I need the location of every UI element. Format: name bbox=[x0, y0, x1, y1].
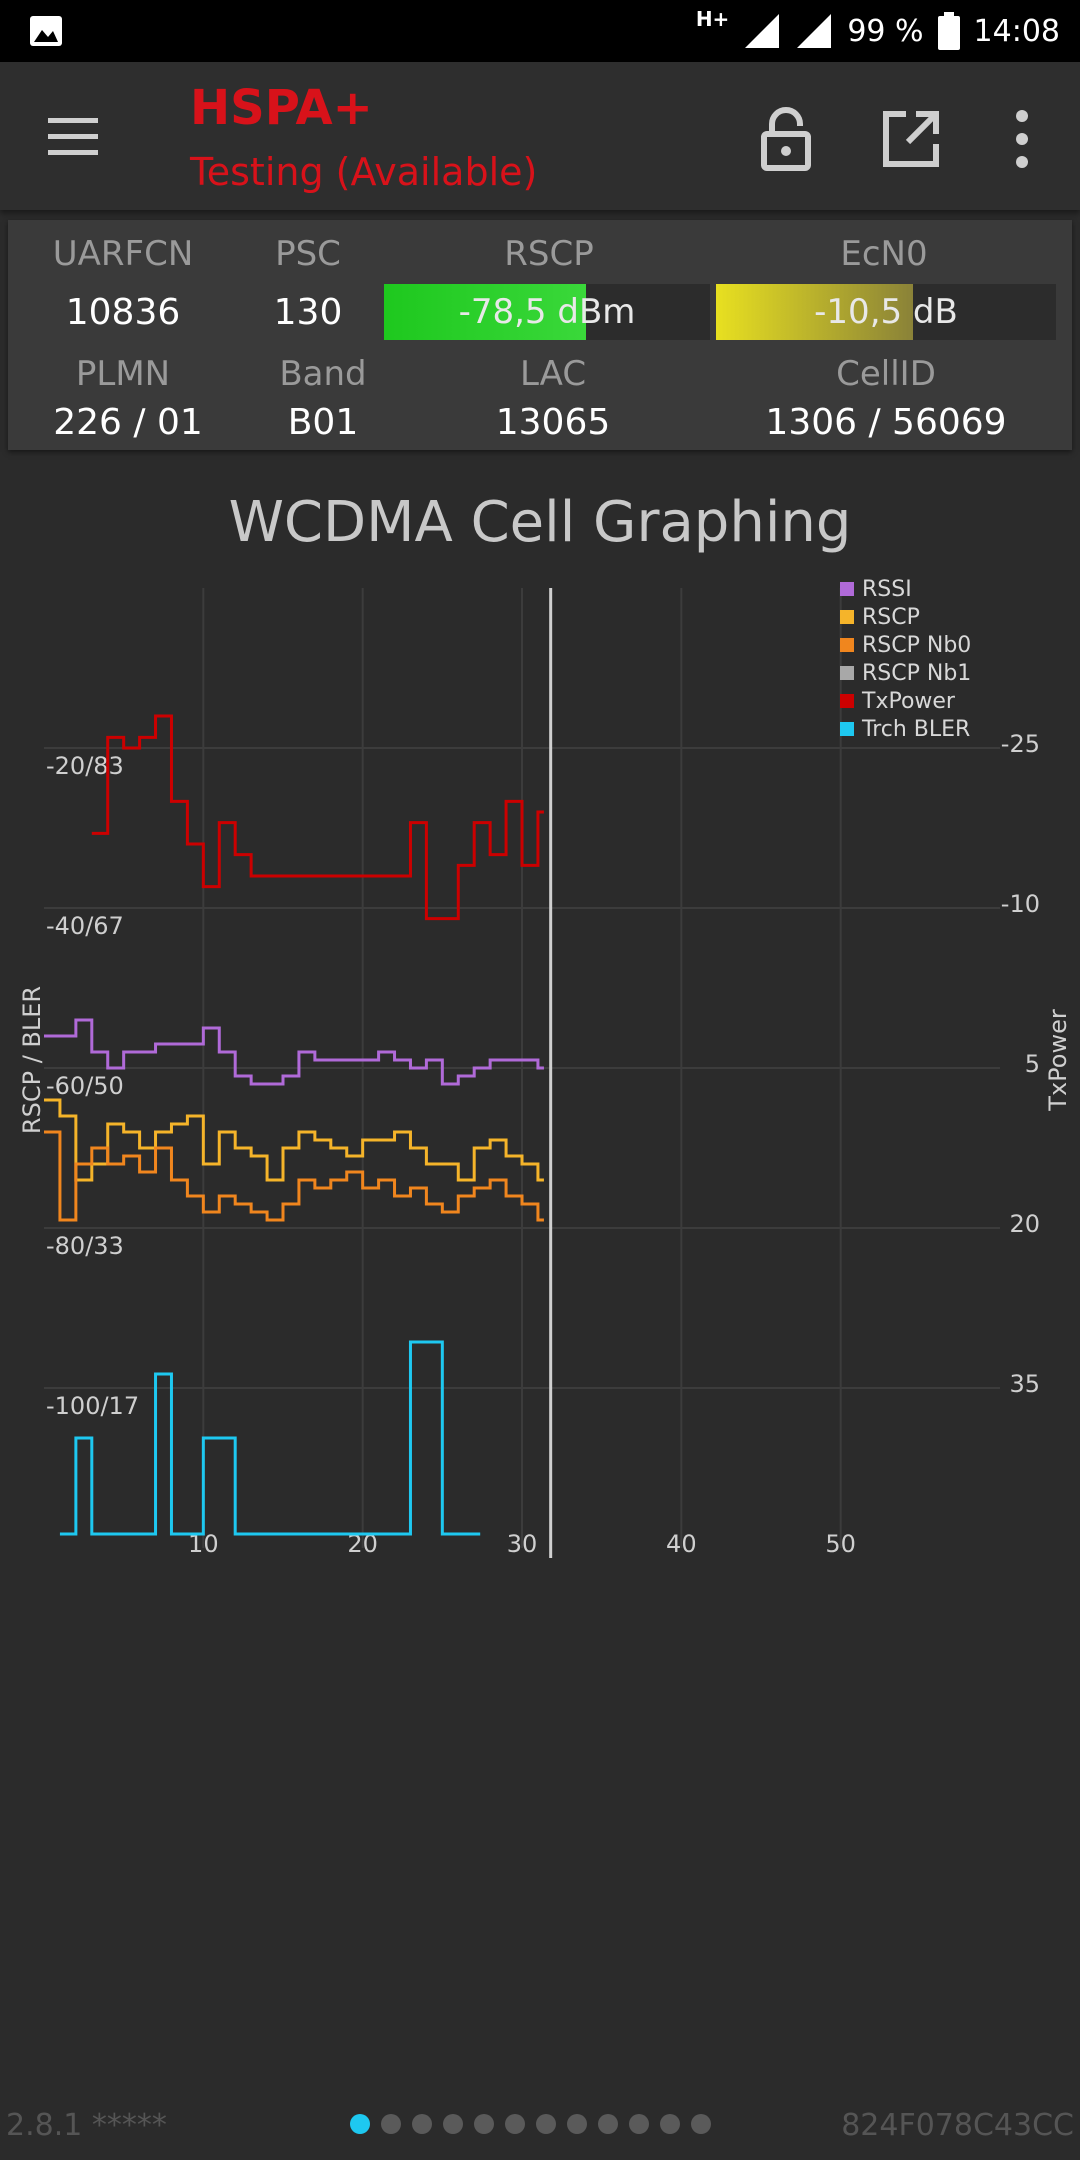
signal-strength-icon-2 bbox=[797, 14, 832, 48]
page-indicator bbox=[350, 2114, 711, 2138]
legend-swatch bbox=[840, 666, 854, 680]
image-notification-icon bbox=[30, 16, 62, 46]
legend-label: RSCP Nb0 bbox=[862, 633, 971, 658]
x-tick-label: 50 bbox=[825, 1530, 856, 1558]
page-dot[interactable] bbox=[567, 2114, 587, 2134]
series-line bbox=[44, 1018, 544, 1086]
y2-axis-label: TxPower bbox=[1044, 1009, 1072, 1112]
x-tick-label: 40 bbox=[666, 1530, 697, 1558]
legend-label: Trch BLER bbox=[861, 717, 970, 742]
y-axis-label: RSCP / BLER bbox=[18, 986, 46, 1134]
ecn0-value: -10,5 dB bbox=[814, 292, 958, 332]
band-label: Band bbox=[279, 354, 367, 394]
y-tick-label: -60/50 bbox=[46, 1072, 124, 1100]
plmn-value: 226 / 01 bbox=[53, 402, 203, 443]
network-type-label: H+ bbox=[695, 7, 730, 31]
lac-value: 13065 bbox=[495, 402, 611, 443]
page-dot[interactable] bbox=[691, 2114, 711, 2134]
page-dot[interactable] bbox=[350, 2114, 370, 2134]
legend-swatch bbox=[840, 638, 854, 652]
band-value: B01 bbox=[287, 402, 359, 443]
cellid-label: CellID bbox=[836, 354, 936, 394]
lock-open-icon[interactable] bbox=[756, 106, 816, 172]
uarfcn-value: 10836 bbox=[65, 292, 181, 333]
psc-label: PSC bbox=[275, 234, 341, 274]
y2-tick-label: -25 bbox=[1001, 730, 1040, 758]
signal-strength-icon bbox=[745, 14, 780, 48]
y2-tick-label: 20 bbox=[1009, 1210, 1040, 1238]
y-tick-label: -100/17 bbox=[46, 1392, 139, 1420]
ecn0-bar: -10,5 dB bbox=[716, 284, 1056, 340]
menu-icon[interactable] bbox=[38, 112, 108, 162]
series-line bbox=[44, 1130, 544, 1222]
clock: 14:08 bbox=[973, 13, 1060, 49]
page-dot[interactable] bbox=[536, 2114, 556, 2134]
series-line bbox=[91, 714, 544, 921]
status-bar: H+ 99 % 14:08 bbox=[0, 0, 1080, 62]
legend-label: RSSI bbox=[862, 577, 912, 602]
y2-tick-label: 35 bbox=[1009, 1370, 1040, 1398]
page-dot[interactable] bbox=[598, 2114, 618, 2134]
cellid-value: 1306 / 56069 bbox=[765, 402, 1007, 443]
rscp-value: -78,5 dBm bbox=[458, 292, 636, 332]
legend-label: RSCP bbox=[862, 605, 920, 630]
series-line bbox=[44, 1098, 544, 1182]
chart-title: WCDMA Cell Graphing bbox=[228, 490, 852, 555]
y2-tick-label: 5 bbox=[1025, 1050, 1040, 1078]
legend-swatch bbox=[840, 694, 854, 708]
rscp-bar-fill bbox=[384, 284, 587, 340]
page-dot[interactable] bbox=[660, 2114, 680, 2134]
rscp-bar: -78,5 dBm bbox=[384, 284, 710, 340]
series-line bbox=[59, 1340, 481, 1536]
open-in-new-icon[interactable] bbox=[880, 108, 942, 170]
more-vert-icon[interactable] bbox=[1006, 106, 1038, 172]
ecn0-bar-fill bbox=[716, 284, 914, 340]
network-technology-title: HSPA+ bbox=[190, 80, 373, 136]
battery-percent: 99 % bbox=[847, 13, 924, 49]
app-bar: HSPA+ Testing (Available) bbox=[0, 62, 1080, 210]
wcdma-cell-chart: 10 20 30 40 50-20/83-40/67-60/50-80/33-100/1… bbox=[18, 577, 1072, 1558]
y2-tick-label: -10 bbox=[1001, 890, 1040, 918]
y-tick-label: -80/33 bbox=[46, 1232, 124, 1260]
legend-label: RSCP Nb1 bbox=[862, 661, 971, 686]
app-version: 2.8.1 ***** bbox=[6, 2108, 167, 2143]
cell-info-panel: UARFCN 10836 PSC 130 RSCP -78,5 dBm EcN0… bbox=[8, 220, 1072, 450]
legend-label: TxPower bbox=[861, 689, 956, 714]
page-dot[interactable] bbox=[381, 2114, 401, 2134]
lac-label: LAC bbox=[519, 354, 587, 394]
battery-icon bbox=[937, 12, 960, 50]
ecn0-label: EcN0 bbox=[840, 234, 928, 274]
y-tick-label: -20/83 bbox=[46, 752, 124, 780]
legend-swatch bbox=[840, 582, 854, 596]
y-tick-label: -40/67 bbox=[46, 912, 124, 940]
device-id: 824F078C43CC bbox=[841, 2108, 1074, 2143]
network-status-subtitle: Testing (Available) bbox=[190, 150, 538, 194]
rscp-label: RSCP bbox=[504, 234, 594, 274]
page-dot[interactable] bbox=[505, 2114, 525, 2134]
plmn-label: PLMN bbox=[75, 354, 171, 394]
uarfcn-label: UARFCN bbox=[52, 234, 194, 274]
legend-swatch bbox=[840, 722, 854, 736]
page-dot[interactable] bbox=[474, 2114, 494, 2134]
psc-value: 130 bbox=[273, 292, 343, 333]
x-tick-label: 30 bbox=[507, 1530, 538, 1558]
page-dot[interactable] bbox=[629, 2114, 649, 2134]
page-dot[interactable] bbox=[412, 2114, 432, 2134]
legend-swatch bbox=[840, 610, 854, 624]
page-dot[interactable] bbox=[443, 2114, 463, 2134]
